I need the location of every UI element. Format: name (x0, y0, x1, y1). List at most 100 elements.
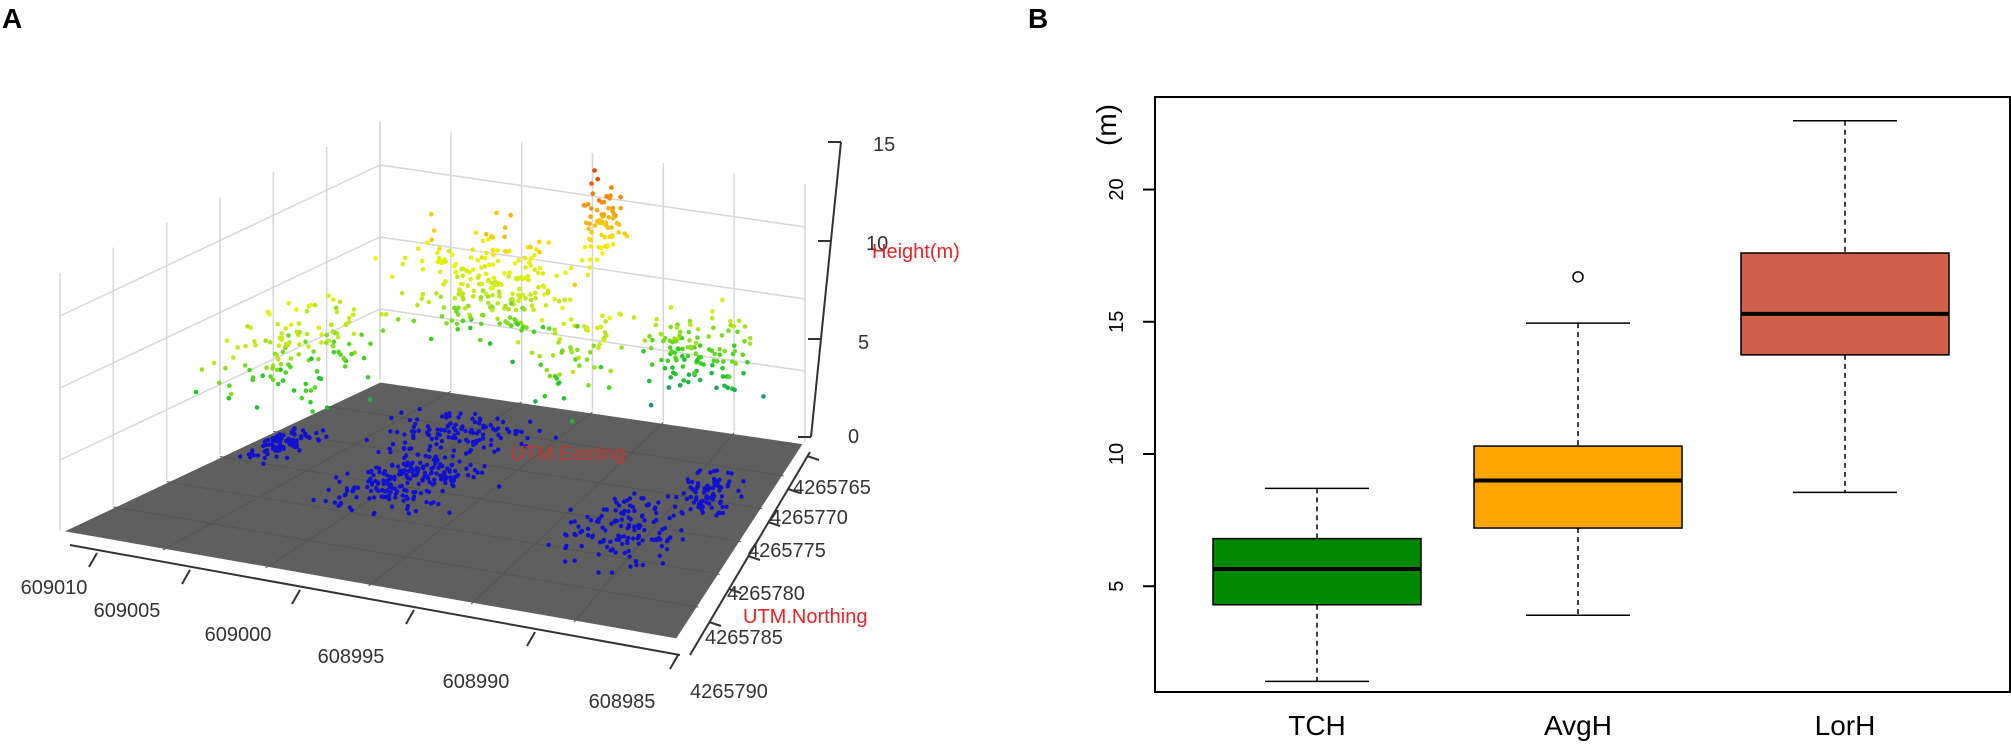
canopy-point (540, 271, 546, 276)
ground-point (351, 487, 356, 492)
canopy-point (720, 297, 725, 303)
canopy-point (277, 335, 283, 341)
canopy-point (720, 365, 725, 371)
ground-point (528, 419, 533, 424)
ground-point (421, 464, 426, 469)
canopy-point (587, 350, 593, 355)
ground-point (273, 435, 279, 440)
canopy-point (516, 258, 521, 263)
panel-a-3d-scatter: A 609010 609005 609000 608995 608990 608985 4… (2, 3, 960, 713)
ground-point (440, 488, 445, 494)
canopy-point (727, 374, 732, 380)
ground-point (277, 439, 283, 445)
ground-point (590, 534, 595, 540)
canopy-point (579, 258, 585, 263)
ground-point (458, 411, 463, 416)
canopy-point (312, 302, 318, 308)
ground-point (438, 473, 443, 478)
ground-point (640, 538, 645, 543)
ground-point (436, 501, 441, 507)
ground-point (364, 437, 369, 443)
canopy-point (590, 191, 596, 196)
ground-point (413, 473, 418, 478)
canopy-point (460, 297, 466, 302)
canopy-point (722, 348, 727, 354)
canopy-point (585, 272, 591, 278)
canopy-point (242, 363, 248, 368)
ground-point (472, 411, 478, 417)
ground-point (386, 482, 391, 487)
ground-point (267, 442, 272, 447)
canopy-point (270, 377, 276, 383)
ground-point (465, 439, 471, 444)
canopy-point (253, 343, 258, 348)
ground-point (427, 427, 432, 432)
canopy-point (554, 273, 559, 279)
canopy-point (741, 371, 746, 376)
canopy-point (736, 318, 742, 324)
ground-point (506, 429, 512, 434)
y-tick-mark (767, 521, 781, 527)
canopy-point (665, 358, 671, 364)
ground-point (439, 414, 445, 419)
y-tick-label: 10 (1106, 443, 1128, 465)
canopy-point (502, 225, 508, 230)
ground-point (410, 460, 415, 465)
canopy-point (199, 367, 205, 372)
ground-point (450, 462, 455, 468)
canopy-point (725, 385, 730, 391)
ground-point (616, 533, 621, 538)
y-tick-label: 4265775 (748, 540, 826, 562)
canopy-point (647, 334, 652, 339)
ground-point (632, 524, 637, 529)
ground-point (568, 507, 573, 512)
canopy-point (389, 274, 395, 280)
ground-point (585, 514, 590, 520)
outlier-point (1572, 271, 1584, 283)
x-tick-mark (405, 609, 415, 625)
ground-point (406, 468, 411, 474)
canopy-point (606, 215, 611, 220)
box-avgh (1473, 271, 1683, 617)
canopy-point (280, 378, 286, 383)
ground-point (597, 540, 603, 545)
x-tick-label: 609000 (205, 624, 272, 646)
ground-point (725, 470, 731, 475)
canopy-point (610, 209, 615, 214)
x-tick-label: 608990 (443, 671, 510, 693)
ground-point (290, 429, 295, 434)
canopy-point (610, 216, 616, 221)
canopy-point (536, 239, 542, 245)
canopy-point (508, 297, 514, 302)
ground-point (416, 481, 421, 487)
ground-point (710, 495, 716, 500)
ground-point (326, 487, 331, 492)
ground-point (474, 431, 480, 436)
ground-point (451, 425, 456, 431)
y-axis-line (689, 451, 811, 656)
canopy-point (728, 318, 733, 324)
canopy-point (429, 211, 434, 217)
ground-point (376, 449, 381, 455)
canopy-point (508, 212, 513, 218)
canopy-point (697, 377, 703, 383)
canopy-point (502, 271, 507, 276)
ground-point (459, 426, 464, 432)
canopy-point (468, 255, 474, 260)
canopy-point (505, 321, 511, 326)
canopy-point (400, 261, 406, 267)
canopy-point (426, 299, 432, 305)
ground-point (488, 442, 494, 448)
ground-point (563, 545, 568, 551)
canopy-point (324, 405, 330, 410)
ground-point (393, 495, 398, 500)
ground-point (430, 482, 435, 487)
canopy-point (280, 349, 286, 355)
ground-point (427, 480, 432, 485)
canopy-point (542, 292, 547, 297)
boxes (1212, 120, 1950, 683)
ground-point (380, 487, 385, 493)
canopy-point (588, 214, 593, 219)
canopy-point (226, 395, 232, 401)
x-axis-line (69, 544, 681, 656)
